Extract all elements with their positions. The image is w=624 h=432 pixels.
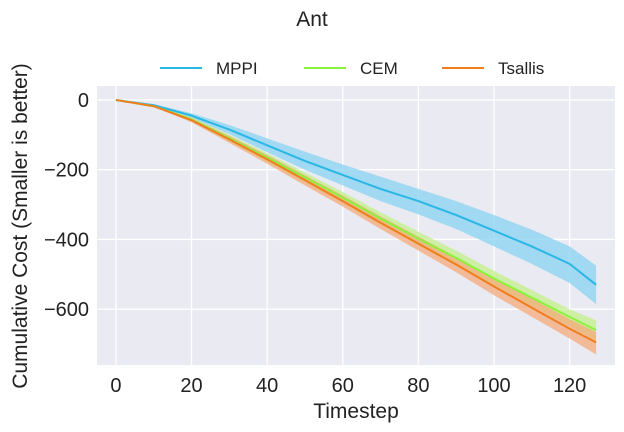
x-axis-label: Timestep (313, 400, 399, 423)
plot-area (97, 86, 615, 365)
x-tick-label: 100 (477, 375, 510, 397)
legend-label-mppi: MPPI (216, 59, 258, 78)
y-tick-label: −600 (44, 299, 89, 321)
x-axis-ticks: 0 20 40 60 80 100 120 (110, 375, 586, 397)
legend-label-cem: CEM (360, 59, 398, 78)
x-tick-label: 20 (180, 375, 202, 397)
mppi-line (115, 98, 597, 286)
x-tick-label: 80 (407, 375, 429, 397)
x-tick-label: 60 (332, 375, 354, 397)
chart-title: Ant (296, 8, 328, 31)
y-axis-label: Cumulative Cost (Smaller is better) (9, 63, 32, 389)
y-axis-ticks: 0 −200 −400 −600 (44, 90, 89, 321)
x-tick-label: 120 (553, 375, 586, 397)
x-tick-label: 40 (256, 375, 278, 397)
tsallis-line (115, 98, 597, 344)
legend: MPPI CEM Tsallis (160, 59, 544, 78)
y-tick-label: −200 (44, 160, 89, 182)
y-tick-label: 0 (78, 90, 89, 112)
x-tick-label: 0 (110, 375, 121, 397)
series-lines (115, 98, 597, 344)
y-tick-label: −400 (44, 229, 89, 251)
legend-label-tsallis: Tsallis (498, 59, 544, 78)
